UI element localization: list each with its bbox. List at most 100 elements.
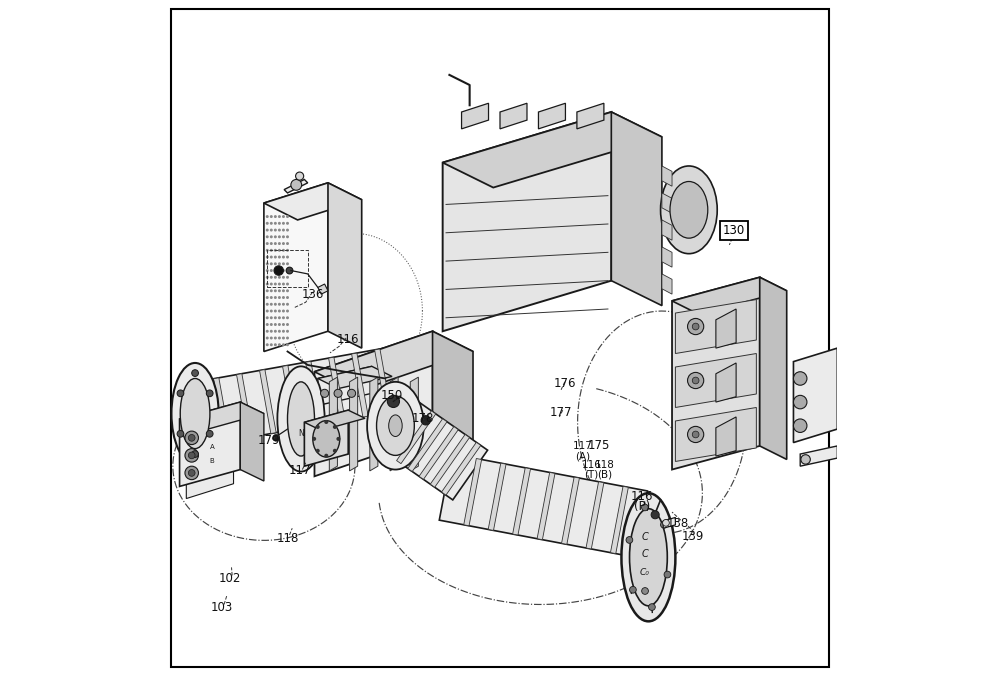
Polygon shape: [304, 410, 365, 431]
Circle shape: [185, 431, 198, 445]
Circle shape: [692, 377, 699, 384]
Text: (T): (T): [585, 470, 599, 480]
Polygon shape: [191, 345, 409, 446]
Polygon shape: [186, 465, 234, 499]
Circle shape: [801, 455, 810, 464]
Polygon shape: [283, 366, 299, 429]
Circle shape: [274, 310, 277, 312]
Circle shape: [282, 262, 285, 265]
Circle shape: [274, 262, 277, 265]
Ellipse shape: [287, 382, 314, 456]
Circle shape: [278, 330, 281, 333]
Circle shape: [286, 283, 289, 285]
Circle shape: [692, 431, 699, 438]
Circle shape: [274, 276, 277, 279]
Circle shape: [274, 289, 277, 292]
Circle shape: [296, 172, 304, 180]
Circle shape: [282, 337, 285, 339]
Circle shape: [278, 222, 281, 225]
Circle shape: [282, 269, 285, 272]
Text: 178: 178: [411, 412, 434, 425]
Circle shape: [688, 427, 704, 443]
Polygon shape: [352, 353, 368, 417]
Circle shape: [266, 215, 269, 218]
Text: 117: 117: [573, 441, 593, 451]
Circle shape: [282, 310, 285, 312]
Polygon shape: [611, 112, 662, 306]
Polygon shape: [304, 410, 348, 466]
Circle shape: [282, 330, 285, 333]
Circle shape: [282, 289, 285, 292]
Circle shape: [278, 242, 281, 245]
Text: C: C: [642, 532, 648, 542]
Circle shape: [278, 337, 281, 339]
Text: 150: 150: [381, 389, 403, 402]
Polygon shape: [662, 220, 672, 240]
Circle shape: [282, 296, 285, 299]
Text: B: B: [210, 458, 214, 464]
Polygon shape: [716, 309, 736, 348]
Circle shape: [278, 256, 281, 258]
Circle shape: [266, 276, 269, 279]
Circle shape: [270, 303, 273, 306]
Polygon shape: [610, 486, 628, 554]
Circle shape: [266, 296, 269, 299]
Circle shape: [266, 249, 269, 251]
Circle shape: [188, 435, 195, 441]
Circle shape: [334, 389, 342, 397]
Circle shape: [274, 296, 277, 299]
Circle shape: [348, 389, 356, 397]
Circle shape: [282, 256, 285, 258]
Polygon shape: [410, 377, 418, 471]
Circle shape: [282, 215, 285, 218]
Polygon shape: [672, 277, 760, 470]
Polygon shape: [370, 377, 378, 471]
Polygon shape: [329, 377, 337, 471]
Polygon shape: [586, 482, 604, 549]
Circle shape: [278, 289, 281, 292]
Circle shape: [278, 228, 281, 232]
Circle shape: [266, 269, 269, 272]
Polygon shape: [513, 468, 531, 535]
Text: (B): (B): [597, 470, 612, 480]
Polygon shape: [562, 477, 579, 544]
Circle shape: [270, 337, 273, 339]
Circle shape: [688, 318, 704, 335]
Polygon shape: [430, 435, 470, 487]
Polygon shape: [264, 183, 328, 352]
Text: 136: 136: [301, 288, 324, 301]
Circle shape: [278, 249, 281, 251]
Circle shape: [274, 330, 277, 333]
Circle shape: [291, 179, 302, 190]
Circle shape: [270, 343, 273, 346]
Circle shape: [278, 343, 281, 346]
Circle shape: [282, 249, 285, 251]
Circle shape: [286, 303, 289, 306]
Circle shape: [192, 451, 198, 458]
Ellipse shape: [670, 181, 708, 238]
Text: 103: 103: [211, 602, 233, 614]
Circle shape: [316, 449, 320, 453]
Circle shape: [266, 222, 269, 225]
Circle shape: [274, 222, 277, 225]
Ellipse shape: [377, 396, 414, 456]
Text: 102: 102: [219, 573, 241, 585]
Circle shape: [270, 228, 273, 232]
Circle shape: [333, 425, 337, 429]
Polygon shape: [464, 458, 482, 526]
Circle shape: [793, 372, 807, 385]
Polygon shape: [662, 274, 672, 294]
Circle shape: [286, 337, 289, 339]
Circle shape: [642, 587, 648, 594]
Polygon shape: [662, 193, 672, 213]
Polygon shape: [237, 374, 253, 437]
Circle shape: [312, 437, 316, 441]
Circle shape: [282, 222, 285, 225]
Circle shape: [266, 256, 269, 258]
Polygon shape: [180, 402, 264, 431]
Polygon shape: [180, 402, 240, 487]
Circle shape: [270, 296, 273, 299]
Circle shape: [270, 289, 273, 292]
Circle shape: [286, 276, 289, 279]
Circle shape: [282, 316, 285, 319]
